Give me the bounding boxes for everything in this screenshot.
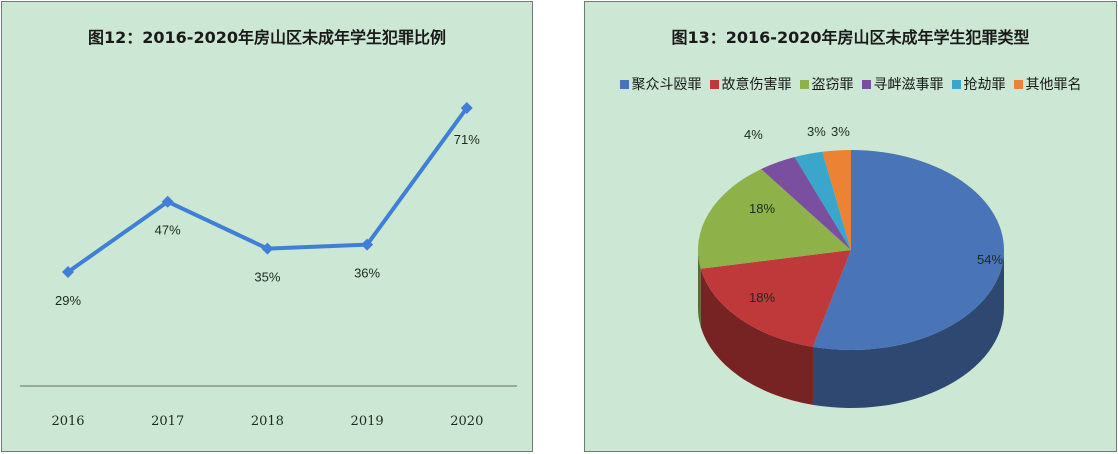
- pie-slices: [698, 150, 1005, 351]
- line-chart-panel: 图12：2016-2020年房山区未成年学生犯罪比例 29% 47% 35% 36% 7…: [1, 1, 533, 452]
- legend-swatch: [619, 79, 629, 89]
- x-axis-ticks: 2016 2017 2018 2019 2020: [51, 414, 483, 429]
- legend-label: 抢劫罪: [963, 77, 1006, 93]
- pie-data-labels: 54% 18% 18% 4% 3% 3%: [744, 124, 1003, 305]
- pie-slice-side: [698, 250, 701, 327]
- data-label: 71%: [454, 132, 480, 147]
- pie-data-label: 4%: [744, 127, 763, 142]
- data-point-marker: [460, 102, 473, 114]
- data-point-marker: [361, 238, 374, 251]
- pie-chart-panel: 图13：2016-2020年房山区未成年学生犯罪类型 聚众斗殴罪 故意伤害罪 盗窃罪…: [584, 1, 1117, 452]
- legend-item: 故意伤害罪: [709, 74, 792, 94]
- pie-slice: [761, 157, 851, 250]
- pie-slice: [794, 151, 851, 250]
- x-tick-label: 2019: [351, 414, 384, 429]
- legend-item: 其他罪名: [1013, 74, 1082, 94]
- legend-swatch: [861, 79, 871, 89]
- pie-data-label: 18%: [749, 201, 775, 216]
- legend-swatch: [951, 79, 961, 89]
- pie-data-label: 18%: [749, 290, 775, 305]
- legend-label: 盗窃罪: [811, 77, 854, 93]
- line-chart-plot: 29% 47% 35% 36% 71% 2016 2017 2018 2019 2020: [20, 102, 517, 429]
- pie-data-label: 54%: [977, 252, 1003, 267]
- pie-chart-plot: 54% 18% 18% 4% 3% 3%: [698, 124, 1005, 408]
- legend-label: 聚众斗殴罪: [631, 77, 702, 93]
- data-label: 36%: [354, 266, 380, 281]
- pie-slice-side: [700, 268, 813, 405]
- pie-slice: [812, 150, 1005, 351]
- pie-legend: 聚众斗殴罪 故意伤害罪 盗窃罪 寻衅滋事罪 抢劫罪 其他罪名: [585, 74, 1116, 94]
- data-point-marker: [261, 242, 274, 255]
- x-tick-label: 2017: [151, 414, 184, 429]
- data-label: 35%: [254, 270, 280, 285]
- pie-side-walls: [698, 250, 1004, 408]
- data-point-marker: [161, 195, 174, 208]
- pie-slice-side: [812, 250, 1004, 408]
- x-tick-label: 2020: [450, 414, 483, 429]
- legend-label: 故意伤害罪: [721, 77, 792, 93]
- data-label: 29%: [55, 293, 81, 308]
- legend-label: 其他罪名: [1025, 77, 1082, 93]
- pie-slice: [822, 150, 851, 250]
- data-point-marker: [62, 266, 74, 278]
- legend-item: 聚众斗殴罪: [619, 74, 702, 94]
- legend-swatch: [1013, 79, 1023, 89]
- line-markers: [62, 102, 473, 278]
- legend-swatch: [799, 79, 809, 89]
- pie-chart-title: 图13：2016-2020年房山区未成年学生犯罪类型: [671, 28, 1030, 47]
- data-labels: 29% 47% 35% 36% 71%: [55, 132, 480, 308]
- legend-item: 抢劫罪: [951, 74, 1006, 94]
- pie-slice: [698, 169, 851, 269]
- x-tick-label: 2016: [51, 414, 84, 429]
- legend-label: 寻衅滋事罪: [873, 77, 944, 93]
- pie-data-label: 3%: [831, 124, 850, 139]
- line-chart-title: 图12：2016-2020年房山区未成年学生犯罪比例: [88, 28, 446, 47]
- pie-slice: [700, 250, 851, 347]
- x-tick-label: 2018: [251, 414, 284, 429]
- legend-item: 寻衅滋事罪: [861, 74, 944, 94]
- legend-item: 盗窃罪: [799, 74, 854, 94]
- data-label: 47%: [155, 223, 181, 238]
- legend-swatch: [709, 79, 719, 89]
- pie-data-label: 3%: [807, 124, 826, 139]
